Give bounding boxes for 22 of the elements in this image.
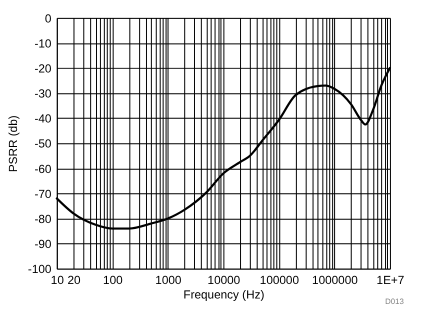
y-tick-label: -90 — [34, 238, 52, 252]
y-tick-label: -10 — [34, 37, 52, 50]
x-tick-label: 10000 — [208, 274, 241, 287]
y-tick-label: -50 — [34, 138, 52, 151]
x-tick-label: 20 — [67, 274, 82, 287]
y-axis-title: PSRR (db) — [7, 115, 20, 172]
y-tick-label: -80 — [34, 212, 52, 226]
x-tick-label: 100000 — [260, 274, 300, 287]
y-tick-label: -70 — [34, 188, 52, 201]
x-tick-label: 100 — [103, 274, 124, 287]
y-tick-label: 0 — [44, 12, 52, 26]
y-tick-label: -40 — [34, 112, 52, 126]
x-axis-title: Frequency (Hz) — [183, 288, 264, 302]
y-tick-label: -60 — [34, 162, 52, 176]
x-tick-label: 10 — [50, 274, 64, 287]
x-tick-label: 1000000 — [312, 274, 358, 287]
text: D013 — [385, 296, 404, 306]
x-tick-label: 1E+7 — [376, 274, 404, 287]
x-tick-label: 1000 — [155, 274, 182, 287]
y-tick-label: -100 — [28, 263, 52, 276]
y-tick-label: -30 — [34, 88, 52, 101]
y-tick-label: -20 — [34, 62, 52, 76]
